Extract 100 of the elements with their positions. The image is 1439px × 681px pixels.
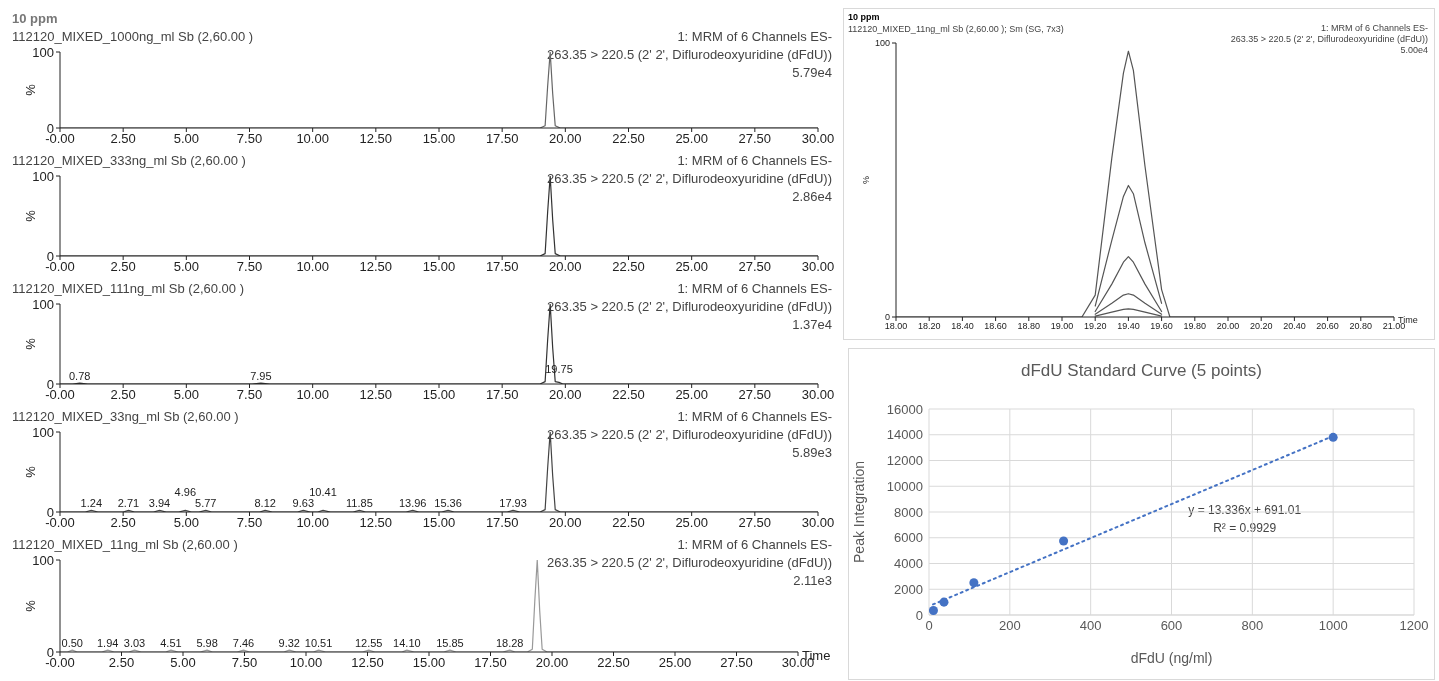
chart-subtitle: 112120_MIXED_11ng_ml Sb (2,60.00 ); Sm (SG, 7x3) bbox=[848, 23, 1064, 35]
y-tick-label: 8000 bbox=[894, 504, 923, 520]
y-axis-title: % bbox=[22, 599, 38, 612]
x-tick-label: 19.60 bbox=[1150, 321, 1173, 332]
chart-title: 10 ppm bbox=[848, 11, 881, 23]
annotation: 9.32 bbox=[278, 637, 300, 650]
text: 1: MRM of 6 Channels ES- bbox=[676, 408, 832, 426]
annotation: 10.51 bbox=[304, 637, 333, 650]
annotation: 7.95 bbox=[250, 370, 272, 383]
x-tick-label: 25.00 bbox=[675, 387, 708, 403]
annotation: 3.94 bbox=[148, 497, 171, 510]
x-tick-label: 20.60 bbox=[1316, 321, 1339, 332]
x-tick-label: 7.50 bbox=[236, 515, 263, 531]
y-tick-label: 6000 bbox=[894, 530, 923, 546]
annotation: 1.37e4 bbox=[791, 316, 832, 334]
x-tick-label: 0 bbox=[925, 618, 933, 634]
x-tick-label: 27.50 bbox=[720, 655, 753, 671]
annotation: 263.35 > 220.5 (2' 2', Diflurodeoxyuridine (dFdU)) bbox=[547, 554, 832, 572]
x-tick-label: 30.00 bbox=[801, 387, 835, 403]
y-tick-label: 100 bbox=[32, 552, 54, 568]
x-tick-label: 7.50 bbox=[236, 131, 263, 147]
x-tick-label: 15.00 bbox=[422, 131, 456, 147]
x-tick-label: 1000 bbox=[1318, 618, 1348, 634]
chart-title: 112120_MIXED_333ng_ml Sb (2,60.00 ) bbox=[12, 152, 246, 170]
chart-title: dFdU Standard Curve (5 points) bbox=[1020, 361, 1263, 381]
x-tick-label: 800 bbox=[1241, 618, 1264, 634]
text: 5.00e4 bbox=[1399, 45, 1428, 56]
x-tick-label: 15.00 bbox=[422, 515, 456, 531]
x-tick-label: 30.00 bbox=[801, 131, 835, 147]
x-tick-label: 18.20 bbox=[917, 321, 941, 332]
y-tick-label: 100 bbox=[874, 38, 890, 49]
annotation: 5.79e4 bbox=[791, 64, 832, 82]
annotation: R² = 0.9929 bbox=[1212, 519, 1278, 537]
chart-title: 112120_MIXED_33ng_ml Sb (2,60.00 ) bbox=[12, 408, 239, 426]
x-tick-label: 15.00 bbox=[422, 259, 456, 275]
y-tick-label: 10000 bbox=[886, 478, 923, 494]
annotation: 18.28 bbox=[495, 637, 524, 650]
x-tick-label: 27.50 bbox=[738, 387, 772, 403]
x-tick-label: 22.50 bbox=[612, 259, 645, 275]
annotation: 8.12 bbox=[254, 497, 276, 510]
y-axis-title: Peak Integration bbox=[850, 461, 867, 563]
x-tick-label: 2.50 bbox=[110, 131, 136, 147]
y-axis-title: % bbox=[22, 337, 38, 350]
x-tick-label: 15.00 bbox=[422, 387, 456, 403]
x-tick-label: 10.00 bbox=[296, 387, 329, 403]
y-tick-label: 12000 bbox=[886, 453, 923, 469]
y-axis-title: % bbox=[22, 465, 38, 478]
annotation: 0.50 bbox=[61, 637, 84, 650]
annotation: 1.94 bbox=[97, 637, 119, 650]
annotation: 4.51 bbox=[160, 637, 182, 650]
y-tick-label: 100 bbox=[32, 424, 54, 440]
x-tick-label: 25.00 bbox=[675, 259, 708, 275]
x-tick-label: 7.50 bbox=[236, 259, 263, 275]
x-tick-label: 5.00 bbox=[173, 515, 199, 531]
text: 1: MRM of 6 Channels ES- bbox=[676, 536, 832, 554]
x-tick-label: 20.00 bbox=[549, 131, 582, 147]
annotation: 263.35 > 220.5 (2' 2', Diflurodeoxyuridine (dFdU)) bbox=[547, 46, 832, 64]
x-tick-label: 5.00 bbox=[170, 655, 196, 671]
x-tick-label: 10.00 bbox=[296, 259, 329, 275]
y-tick-label: 100 bbox=[32, 296, 54, 312]
x-tick-label: 20.00 bbox=[549, 387, 582, 403]
chart-title: 10 ppm bbox=[12, 10, 59, 28]
x-tick-label: 10.00 bbox=[296, 131, 329, 147]
annotation: 17.93 bbox=[499, 497, 527, 510]
x-tick-label: 10.00 bbox=[289, 655, 323, 671]
x-tick-label: 25.00 bbox=[675, 515, 708, 531]
y-tick-label: 100 bbox=[32, 168, 54, 184]
annotation: 263.35 > 220.5 (2' 2', Diflurodeoxyuridine (dFdU)) bbox=[547, 426, 832, 444]
y-tick-label: 2000 bbox=[894, 581, 923, 597]
y-tick-label: 4000 bbox=[894, 556, 923, 572]
x-tick-label: 12.50 bbox=[359, 259, 393, 275]
annotation: 5.77 bbox=[195, 497, 217, 510]
x-tick-label: 30.00 bbox=[801, 515, 835, 531]
x-tick-label: 200 bbox=[998, 618, 1021, 634]
x-tick-label: 20.00 bbox=[549, 515, 582, 531]
x-tick-label: 20.20 bbox=[1249, 321, 1273, 332]
annotation: 2.11e3 bbox=[792, 572, 832, 590]
y-tick-label: 16000 bbox=[886, 401, 923, 417]
x-tick-label: 18.40 bbox=[951, 321, 974, 332]
x-tick-label: 22.50 bbox=[612, 131, 645, 147]
x-tick-label: 17.50 bbox=[485, 515, 519, 531]
x-tick-label: 17.50 bbox=[485, 387, 519, 403]
x-tick-label: 25.00 bbox=[675, 131, 708, 147]
x-tick-label: 12.50 bbox=[359, 515, 393, 531]
annotation: 0.78 bbox=[69, 370, 91, 383]
x-tick-label: 600 bbox=[1160, 618, 1183, 634]
annotation: 15.85 bbox=[436, 637, 464, 650]
x-tick-label: 12.50 bbox=[359, 131, 393, 147]
annotation: 2.86e4 bbox=[791, 188, 832, 206]
x-tick-label: 19.00 bbox=[1050, 321, 1074, 332]
y-tick-label: 0 bbox=[884, 312, 890, 323]
annotation: 15.36 bbox=[434, 497, 462, 510]
x-tick-label: 20.00 bbox=[1216, 321, 1240, 332]
chart-title: 112120_MIXED_11ng_ml Sb (2,60.00 ) bbox=[12, 536, 238, 554]
x-tick-label: 2.50 bbox=[110, 259, 136, 275]
x-tick-label: 17.50 bbox=[485, 131, 519, 147]
x-tick-label: 5.00 bbox=[173, 131, 199, 147]
annotation: 9.63 bbox=[292, 497, 315, 510]
x-tick-label: 17.50 bbox=[474, 655, 507, 671]
x-tick-label: 20.00 bbox=[549, 259, 582, 275]
